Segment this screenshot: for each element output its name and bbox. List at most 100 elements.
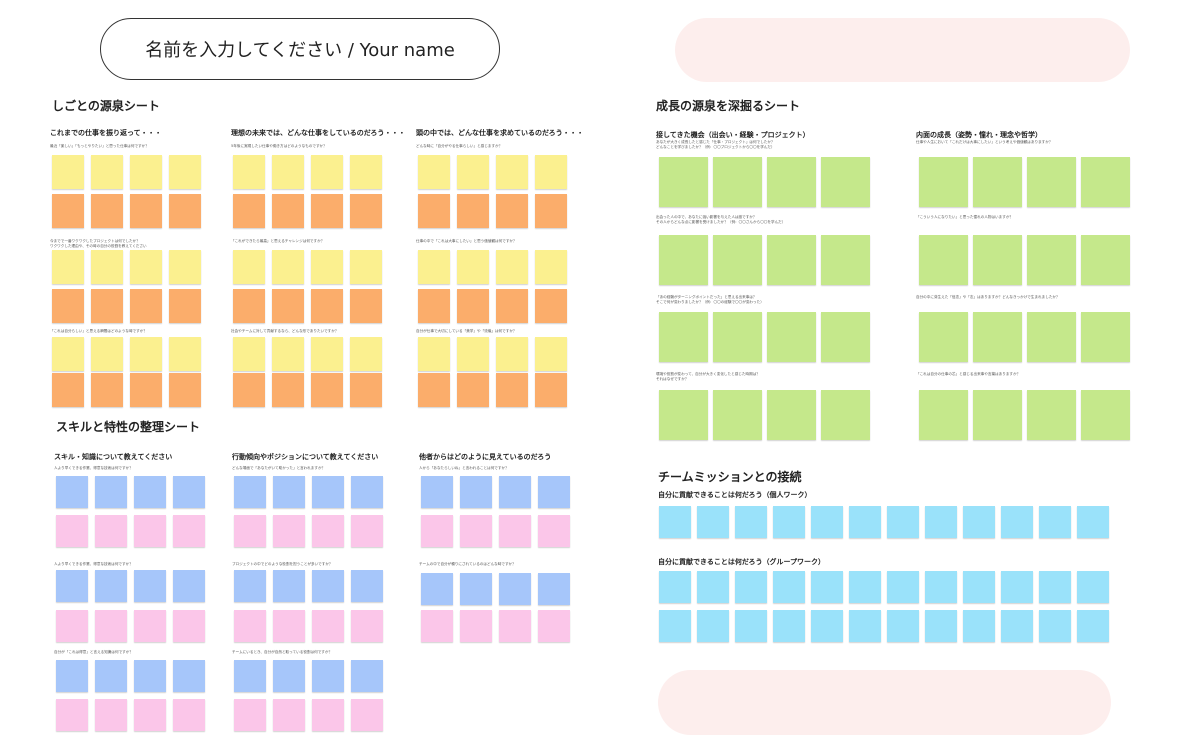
sticky-note-yellow[interactable]	[496, 155, 528, 189]
sticky-note-orange[interactable]	[311, 289, 343, 323]
sticky-note-cyan[interactable]	[963, 610, 995, 642]
sticky-note-pink[interactable]	[56, 610, 88, 642]
sticky-note-orange[interactable]	[52, 373, 84, 407]
sticky-note-yellow[interactable]	[233, 155, 265, 189]
sticky-note-green[interactable]	[713, 312, 762, 362]
sticky-note-blue[interactable]	[351, 570, 383, 602]
sticky-note-cyan[interactable]	[887, 571, 919, 603]
sticky-note-blue[interactable]	[173, 570, 205, 602]
sticky-note-blue[interactable]	[460, 476, 492, 508]
sticky-note-yellow[interactable]	[169, 250, 201, 284]
sticky-note-green[interactable]	[821, 312, 870, 362]
sticky-note-orange[interactable]	[418, 373, 450, 407]
sticky-note-pink[interactable]	[499, 610, 531, 642]
sticky-note-orange[interactable]	[496, 289, 528, 323]
sticky-note-yellow[interactable]	[52, 250, 84, 284]
sticky-note-cyan[interactable]	[697, 506, 729, 538]
sticky-note-blue[interactable]	[95, 570, 127, 602]
sticky-note-cyan[interactable]	[925, 571, 957, 603]
sticky-note-orange[interactable]	[272, 373, 304, 407]
sticky-note-blue[interactable]	[273, 570, 305, 602]
sticky-note-blue[interactable]	[312, 660, 344, 692]
sticky-note-yellow[interactable]	[418, 155, 450, 189]
sticky-note-orange[interactable]	[91, 194, 123, 228]
sticky-note-green[interactable]	[973, 235, 1022, 285]
sticky-note-cyan[interactable]	[887, 506, 919, 538]
sticky-note-orange[interactable]	[535, 289, 567, 323]
sticky-note-green[interactable]	[1027, 390, 1076, 440]
sticky-note-green[interactable]	[973, 157, 1022, 207]
sticky-note-pink[interactable]	[312, 515, 344, 547]
sticky-note-green[interactable]	[919, 157, 968, 207]
sticky-note-blue[interactable]	[234, 660, 266, 692]
sticky-note-pink[interactable]	[273, 515, 305, 547]
sticky-note-yellow[interactable]	[418, 250, 450, 284]
sticky-note-cyan[interactable]	[735, 506, 767, 538]
sticky-note-pink[interactable]	[351, 610, 383, 642]
sticky-note-yellow[interactable]	[457, 337, 489, 371]
sticky-note-green[interactable]	[713, 235, 762, 285]
sticky-note-orange[interactable]	[52, 289, 84, 323]
sticky-note-green[interactable]	[919, 390, 968, 440]
sticky-note-green[interactable]	[659, 157, 708, 207]
sticky-note-pink[interactable]	[95, 610, 127, 642]
sticky-note-pink[interactable]	[460, 610, 492, 642]
sticky-note-pink[interactable]	[134, 515, 166, 547]
sticky-note-pink[interactable]	[234, 515, 266, 547]
sticky-note-pink[interactable]	[95, 699, 127, 731]
sticky-note-blue[interactable]	[499, 573, 531, 605]
sticky-note-orange[interactable]	[91, 373, 123, 407]
sticky-note-yellow[interactable]	[91, 155, 123, 189]
sticky-note-orange[interactable]	[272, 194, 304, 228]
sticky-note-green[interactable]	[767, 312, 816, 362]
sticky-note-orange[interactable]	[169, 289, 201, 323]
sticky-note-cyan[interactable]	[963, 571, 995, 603]
sticky-note-cyan[interactable]	[735, 610, 767, 642]
sticky-note-orange[interactable]	[272, 289, 304, 323]
sticky-note-pink[interactable]	[312, 699, 344, 731]
sticky-note-cyan[interactable]	[1077, 610, 1109, 642]
sticky-note-cyan[interactable]	[1001, 506, 1033, 538]
sticky-note-yellow[interactable]	[535, 337, 567, 371]
sticky-note-orange[interactable]	[130, 289, 162, 323]
sticky-note-cyan[interactable]	[1077, 506, 1109, 538]
sticky-note-pink[interactable]	[421, 515, 453, 547]
sticky-note-blue[interactable]	[234, 570, 266, 602]
sticky-note-cyan[interactable]	[925, 610, 957, 642]
sticky-note-pink[interactable]	[56, 515, 88, 547]
sticky-note-green[interactable]	[659, 390, 708, 440]
sticky-note-yellow[interactable]	[535, 155, 567, 189]
sticky-note-cyan[interactable]	[811, 506, 843, 538]
sticky-note-green[interactable]	[1027, 235, 1076, 285]
sticky-note-yellow[interactable]	[233, 250, 265, 284]
sticky-note-cyan[interactable]	[963, 506, 995, 538]
sticky-note-blue[interactable]	[421, 573, 453, 605]
sticky-note-yellow[interactable]	[418, 337, 450, 371]
sticky-note-pink[interactable]	[351, 699, 383, 731]
sticky-note-cyan[interactable]	[1001, 610, 1033, 642]
sticky-note-yellow[interactable]	[169, 155, 201, 189]
sticky-note-cyan[interactable]	[735, 571, 767, 603]
sticky-note-pink[interactable]	[273, 610, 305, 642]
sticky-note-cyan[interactable]	[811, 571, 843, 603]
sticky-note-blue[interactable]	[56, 476, 88, 508]
sticky-note-orange[interactable]	[350, 289, 382, 323]
sticky-note-yellow[interactable]	[272, 250, 304, 284]
sticky-note-pink[interactable]	[351, 515, 383, 547]
sticky-note-cyan[interactable]	[1077, 571, 1109, 603]
sticky-note-pink[interactable]	[234, 610, 266, 642]
sticky-note-cyan[interactable]	[1039, 610, 1071, 642]
sticky-note-green[interactable]	[821, 390, 870, 440]
sticky-note-yellow[interactable]	[350, 250, 382, 284]
sticky-note-green[interactable]	[1081, 390, 1130, 440]
sticky-note-orange[interactable]	[535, 373, 567, 407]
sticky-note-orange[interactable]	[130, 194, 162, 228]
sticky-note-green[interactable]	[767, 235, 816, 285]
sticky-note-yellow[interactable]	[169, 337, 201, 371]
sticky-note-blue[interactable]	[56, 570, 88, 602]
sticky-note-yellow[interactable]	[91, 337, 123, 371]
sticky-note-blue[interactable]	[538, 573, 570, 605]
sticky-note-green[interactable]	[1081, 235, 1130, 285]
sticky-note-orange[interactable]	[233, 194, 265, 228]
sticky-note-blue[interactable]	[95, 660, 127, 692]
